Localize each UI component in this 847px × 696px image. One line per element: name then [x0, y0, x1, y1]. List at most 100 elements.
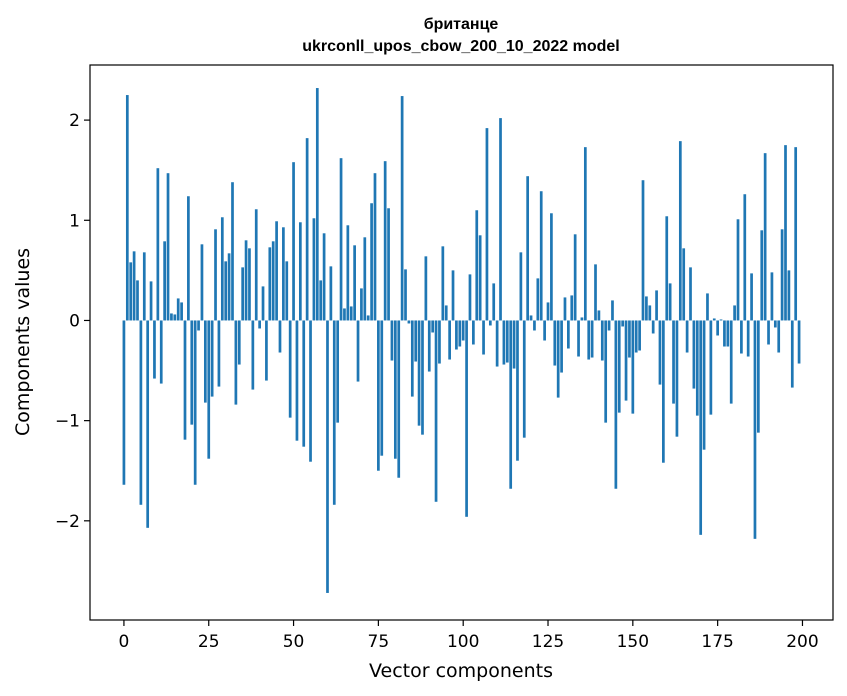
bar: [177, 298, 180, 320]
bar: [224, 261, 227, 320]
y-tick-label: 2: [69, 111, 80, 131]
bar: [143, 252, 146, 320]
bar: [608, 320, 611, 330]
bar: [706, 293, 709, 320]
bar: [228, 253, 231, 320]
bar: [435, 320, 438, 501]
bar: [251, 320, 254, 389]
bar: [302, 320, 305, 446]
bar: [387, 208, 390, 320]
bar: [123, 320, 126, 484]
bar: [581, 317, 584, 320]
bar: [699, 320, 702, 534]
bar: [655, 290, 658, 320]
bar: [207, 320, 210, 458]
bar: [187, 196, 190, 320]
bar: [754, 320, 757, 538]
y-tick-label: −1: [55, 412, 80, 432]
bar: [157, 168, 160, 320]
bar: [173, 314, 176, 320]
bar: [313, 218, 316, 320]
bar: [275, 221, 278, 320]
bar: [652, 320, 655, 333]
bar: [784, 145, 787, 320]
bar: [374, 173, 377, 320]
bar: [774, 320, 777, 327]
y-axis-label: Components values: [12, 248, 34, 436]
bar: [201, 244, 204, 320]
bar: [221, 217, 224, 320]
bar: [635, 320, 638, 352]
bar: [377, 320, 380, 470]
bar: [204, 320, 207, 402]
bar: [133, 251, 136, 320]
bar: [509, 320, 512, 488]
bar: [547, 302, 550, 320]
bar: [194, 320, 197, 484]
bar: [540, 191, 543, 320]
x-tick-label: 200: [786, 632, 818, 652]
bar: [160, 320, 163, 383]
x-tick-label: 125: [532, 632, 564, 652]
bar: [452, 270, 455, 320]
bar: [710, 320, 713, 414]
bar: [631, 320, 634, 413]
bar: [584, 147, 587, 320]
bar: [733, 305, 736, 320]
bar: [391, 320, 394, 360]
bar: [638, 320, 641, 350]
bar: [126, 95, 129, 320]
bar: [465, 320, 468, 516]
bar: [689, 267, 692, 320]
bar: [282, 227, 285, 320]
bar: [499, 118, 502, 320]
bar: [587, 320, 590, 359]
bar: [411, 320, 414, 396]
bar: [513, 320, 516, 368]
bar: [543, 320, 546, 340]
bar: [455, 320, 458, 349]
bar: [645, 296, 648, 320]
bar: [319, 280, 322, 320]
bar: [567, 320, 570, 348]
bar: [726, 320, 729, 346]
bar: [475, 210, 478, 320]
bar: [713, 318, 716, 320]
bar: [625, 320, 628, 400]
bar: [394, 320, 397, 458]
bar: [659, 320, 662, 384]
bar: [296, 320, 299, 440]
bar: [235, 320, 238, 404]
bar: [167, 173, 170, 320]
bar: [506, 320, 509, 362]
bar: [665, 216, 668, 320]
bar: [438, 320, 441, 363]
bar: [184, 320, 187, 439]
bar: [285, 261, 288, 320]
bar: [448, 320, 451, 359]
bar: [404, 269, 407, 320]
bar: [533, 320, 536, 330]
bar: [489, 320, 492, 325]
bar: [140, 320, 143, 504]
bar: [530, 315, 533, 320]
bar: [557, 320, 560, 397]
bar: [245, 240, 248, 320]
bar: [798, 320, 801, 363]
bar: [628, 320, 631, 357]
bar: [380, 320, 383, 455]
chart-title: британце: [424, 16, 499, 33]
bar: [170, 313, 173, 320]
y-tick-label: 1: [69, 211, 80, 231]
bar: [492, 283, 495, 320]
bar: [153, 320, 156, 378]
bar: [458, 320, 461, 346]
bar: [564, 297, 567, 320]
bar: [591, 320, 594, 357]
bar: [520, 252, 523, 320]
bar: [672, 320, 675, 403]
bar: [486, 128, 489, 320]
bar: [258, 320, 261, 328]
bar: [577, 320, 580, 356]
y-tick-label: 0: [69, 311, 80, 331]
